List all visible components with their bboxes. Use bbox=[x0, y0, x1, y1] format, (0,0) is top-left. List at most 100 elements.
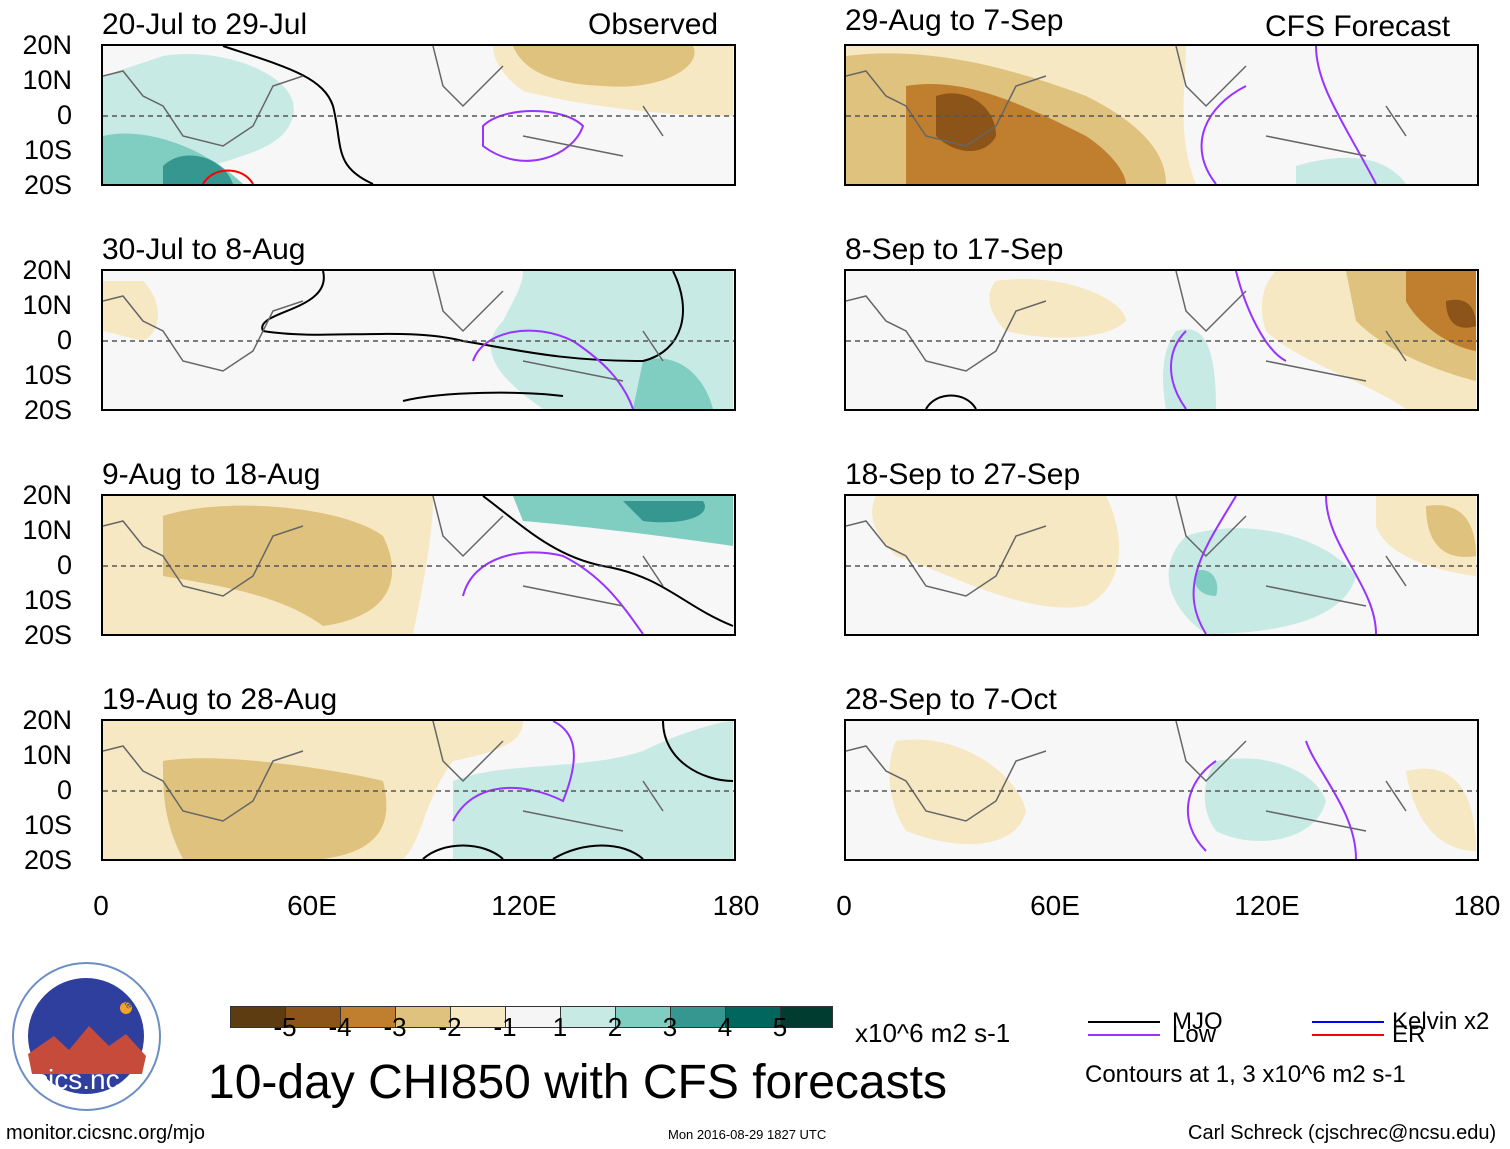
lon-label: 180 bbox=[712, 890, 760, 921]
lat-label: 20S bbox=[23, 395, 72, 425]
anomaly-dry-east-strong bbox=[1426, 505, 1476, 557]
anomaly-dry-east bbox=[1406, 768, 1476, 851]
coastline bbox=[103, 496, 664, 607]
legend-line-mjo bbox=[1088, 1021, 1160, 1023]
lat-label: 0 bbox=[56, 550, 72, 580]
map-svg bbox=[846, 721, 1477, 859]
anomaly-dry-east-peak bbox=[1446, 299, 1476, 328]
mjo-contour bbox=[482, 496, 734, 627]
low-contour bbox=[462, 551, 644, 634]
footer-url: monitor.cicsnc.org/mjo bbox=[6, 1122, 205, 1144]
coastline bbox=[846, 271, 1407, 382]
anomaly-wet-core bbox=[163, 155, 233, 184]
mjo-contour-2 bbox=[402, 391, 564, 402]
lat-label: 10N bbox=[22, 290, 72, 320]
anomaly-wet bbox=[453, 721, 733, 859]
panel-title: 20-Jul to 29-Jul bbox=[102, 8, 308, 41]
lat-label: 0 bbox=[56, 325, 72, 355]
mjo-contour bbox=[222, 46, 374, 184]
lon-label: 120E bbox=[491, 890, 557, 921]
coastline bbox=[846, 496, 1407, 607]
lat-label: 20S bbox=[23, 845, 72, 875]
figure-title: 10-day CHI850 with CFS forecasts bbox=[208, 1056, 947, 1109]
lat-label: 10S bbox=[23, 585, 72, 615]
legend-label: Low bbox=[1172, 1021, 1217, 1048]
lon-label: 60E bbox=[1030, 890, 1080, 921]
legend-line-low bbox=[1088, 1034, 1160, 1036]
anomaly-dry bbox=[989, 279, 1126, 338]
lat-label: 10N bbox=[22, 515, 72, 545]
anomaly-wet bbox=[1163, 329, 1216, 409]
panel-title: 9-Aug to 18-Aug bbox=[102, 458, 321, 491]
colorbar-label: 4 bbox=[717, 1012, 733, 1042]
legend-label: MJO bbox=[1172, 1008, 1223, 1035]
anomaly-dry-strong bbox=[163, 758, 387, 859]
anomaly-wet bbox=[1296, 157, 1406, 184]
coastline bbox=[846, 46, 1407, 157]
lat-label: 20N bbox=[22, 30, 72, 60]
map-panel bbox=[844, 494, 1479, 636]
coastline bbox=[846, 721, 1407, 832]
lat-label: 10N bbox=[22, 740, 72, 770]
colorbar-label: 5 bbox=[772, 1012, 788, 1042]
legend-line-er bbox=[1312, 1034, 1384, 1036]
legend-label: ER bbox=[1392, 1021, 1426, 1048]
lat-label: 10S bbox=[23, 360, 72, 390]
anomaly-dry-east-core bbox=[1406, 271, 1476, 351]
map-panel bbox=[844, 719, 1479, 861]
lat-label: 20N bbox=[22, 705, 72, 735]
map-panel bbox=[101, 494, 736, 636]
lat-label: 20N bbox=[22, 255, 72, 285]
colorbar-label: 3 bbox=[662, 1012, 678, 1042]
anomaly-dry-strong bbox=[513, 46, 695, 87]
panel-title: 29-Aug to 7-Sep bbox=[845, 4, 1064, 37]
anomaly-dry bbox=[103, 281, 158, 341]
anomaly-wet-strong bbox=[1194, 570, 1218, 596]
low-contour bbox=[1187, 740, 1357, 859]
coastline bbox=[103, 271, 664, 382]
map-panel bbox=[101, 269, 736, 411]
map-svg bbox=[103, 721, 734, 859]
colorbar-box bbox=[780, 1006, 833, 1028]
panel-label: CFS Forecast bbox=[1265, 10, 1451, 43]
logo-emblem: Cooperative Institute for Climate and Sa… bbox=[14, 964, 146, 1094]
mjo-contour bbox=[662, 721, 734, 782]
cics-logo: Cooperative Institute for Climate and Sa… bbox=[12, 962, 161, 1111]
panel-title: 30-Jul to 8-Aug bbox=[102, 233, 306, 266]
lon-label: 120E bbox=[1234, 890, 1300, 921]
logo-text: cics.nc bbox=[34, 1064, 120, 1095]
anomaly-dry bbox=[889, 739, 1026, 845]
low-contour bbox=[452, 721, 575, 822]
lat-label: 20S bbox=[23, 620, 72, 650]
map-svg bbox=[103, 46, 734, 184]
colorbar-label: -1 bbox=[493, 1012, 517, 1042]
map-svg bbox=[846, 271, 1477, 409]
lat-label: 10S bbox=[23, 810, 72, 840]
colorbar-label: -5 bbox=[273, 1012, 297, 1042]
lat-label: 20S bbox=[23, 170, 72, 200]
map-panel bbox=[844, 44, 1479, 186]
colorbar-label: 2 bbox=[607, 1012, 623, 1042]
anomaly-wet bbox=[1168, 528, 1356, 634]
low-contour bbox=[482, 110, 585, 162]
mjo-contour bbox=[925, 394, 977, 409]
lon-label: 60E bbox=[287, 890, 337, 921]
map-panel bbox=[844, 269, 1479, 411]
lat-label: 10N bbox=[22, 65, 72, 95]
footer-author: Carl Schreck (cjschrec@ncsu.edu) bbox=[1188, 1122, 1497, 1144]
map-svg bbox=[103, 496, 734, 634]
colorbar-units: x10^6 m2 s-1 bbox=[855, 1018, 1011, 1048]
mjo-contour-2 bbox=[422, 844, 644, 859]
anomaly-wet bbox=[1204, 758, 1326, 841]
map-panel bbox=[101, 44, 736, 186]
map-svg bbox=[846, 496, 1477, 634]
anomaly-dry bbox=[872, 496, 1120, 608]
legend-label: Kelvin x2 bbox=[1392, 1008, 1490, 1035]
panel-title: 19-Aug to 28-Aug bbox=[102, 683, 338, 716]
lat-label: 0 bbox=[56, 775, 72, 805]
legend-note: Contours at 1, 3 x10^6 m2 s-1 bbox=[1085, 1061, 1406, 1088]
panel-title: 28-Sep to 7-Oct bbox=[845, 683, 1057, 716]
lat-label: 10S bbox=[23, 135, 72, 165]
map-svg bbox=[103, 271, 734, 409]
lat-label: 0 bbox=[56, 100, 72, 130]
